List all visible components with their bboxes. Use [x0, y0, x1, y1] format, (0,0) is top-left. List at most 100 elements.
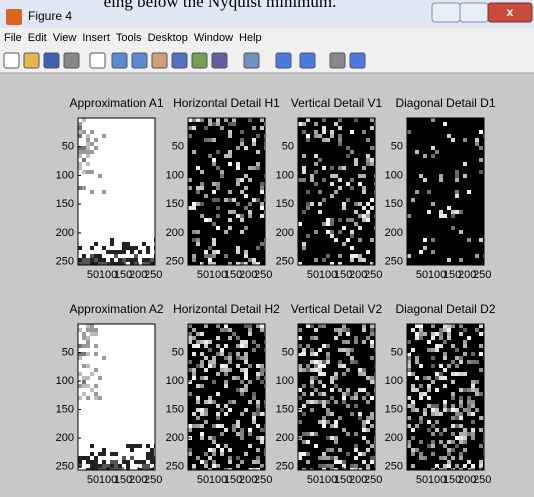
y-tick-label: 150 [385, 403, 403, 415]
image-pixel [130, 448, 134, 452]
tool-button[interactable] [64, 53, 79, 68]
image-pixel [260, 206, 264, 210]
image-pixel [248, 328, 252, 332]
image-pixel [370, 126, 374, 130]
image-pixel [467, 400, 471, 404]
image-pixel [314, 336, 318, 340]
menu-item[interactable]: Help [239, 32, 262, 44]
image-pixel [443, 356, 447, 360]
image-pixel [330, 174, 334, 178]
image-pixel [350, 254, 354, 258]
image-pixel [354, 396, 358, 400]
image-pixel [407, 416, 411, 420]
menu-item[interactable]: File [4, 32, 22, 44]
tool-button[interactable] [112, 53, 127, 68]
image-pixel [471, 432, 475, 436]
image-pixel [78, 154, 82, 158]
tool-button[interactable] [24, 53, 39, 68]
image-pixel [216, 186, 220, 190]
tool-button[interactable] [90, 53, 105, 68]
image-pixel [240, 130, 244, 134]
image-pixel [236, 432, 240, 436]
image-pixel [228, 328, 232, 332]
tool-button[interactable] [172, 53, 187, 68]
image-pixel [240, 356, 244, 360]
tool-button[interactable] [132, 53, 147, 68]
image-pixel [451, 210, 455, 214]
image-pixel [358, 214, 362, 218]
image-pixel [94, 384, 98, 388]
y-tick-label: 200 [56, 227, 74, 239]
tool-button[interactable] [300, 53, 315, 68]
image-pixel [248, 202, 252, 206]
image-pixel [212, 190, 216, 194]
image-pixel [306, 400, 310, 404]
image-pixel [358, 202, 362, 206]
image-pixel [204, 408, 208, 412]
image-pixel [212, 138, 216, 142]
image-pixel [455, 464, 459, 468]
image-pixel [479, 238, 483, 242]
image-pixel [86, 456, 90, 460]
tool-button[interactable] [212, 53, 227, 68]
image-pixel [98, 376, 102, 380]
tool-button[interactable] [192, 53, 207, 68]
image-pixel [248, 444, 252, 448]
image-pixel [82, 456, 86, 460]
image-pixel [346, 352, 350, 356]
image-pixel [86, 142, 90, 146]
tool-button[interactable] [330, 53, 345, 68]
maximize-button[interactable] [460, 3, 488, 22]
image-pixel [224, 372, 228, 376]
image-pixel [94, 328, 98, 332]
image-pixel [338, 230, 342, 234]
tool-button[interactable] [350, 53, 365, 68]
tool-button[interactable] [244, 53, 259, 68]
menu-item[interactable]: Edit [28, 32, 47, 44]
image-pixel [370, 332, 374, 336]
tool-button[interactable] [276, 53, 291, 68]
image-pixel [146, 250, 150, 254]
image-pixel [467, 336, 471, 340]
image-pixel [232, 122, 236, 126]
image-pixel [298, 122, 302, 126]
image-pixel [342, 206, 346, 210]
image-pixel [443, 352, 447, 356]
image-pixel [188, 336, 192, 340]
image-pixel [471, 400, 475, 404]
tool-button[interactable] [44, 53, 59, 68]
y-tick-label: 50 [282, 141, 294, 153]
menu-item[interactable]: View [53, 32, 77, 44]
image-pixel [346, 392, 350, 396]
image-pixel [475, 138, 479, 142]
image-pixel [366, 464, 370, 468]
image-pixel [471, 360, 475, 364]
y-tick-label: 200 [385, 432, 403, 444]
image-pixel [330, 376, 334, 380]
image-pixel [459, 360, 463, 364]
image-pixel [463, 408, 467, 412]
image-pixel [208, 364, 212, 368]
menu-item[interactable]: Insert [82, 32, 110, 44]
image-pixel [196, 424, 200, 428]
image-pixel [479, 130, 483, 134]
x-tick-label: 250 [364, 474, 382, 486]
tool-button[interactable] [4, 53, 19, 68]
menu-item[interactable]: Desktop [148, 32, 188, 44]
tool-button[interactable] [152, 53, 167, 68]
minimize-button[interactable] [432, 3, 460, 22]
image-pixel [192, 254, 196, 258]
image-pixel [204, 138, 208, 142]
image-pixel [419, 364, 423, 368]
image-pixel [306, 118, 310, 122]
image-pixel [439, 412, 443, 416]
menu-item[interactable]: Window [194, 32, 233, 44]
image-pixel [98, 452, 102, 456]
image-pixel [459, 416, 463, 420]
image-pixel [236, 456, 240, 460]
menu-item[interactable]: Tools [116, 32, 142, 44]
image-pixel [260, 328, 264, 332]
image-pixel [354, 336, 358, 340]
image-pixel [82, 364, 86, 368]
image-pixel [318, 190, 322, 194]
